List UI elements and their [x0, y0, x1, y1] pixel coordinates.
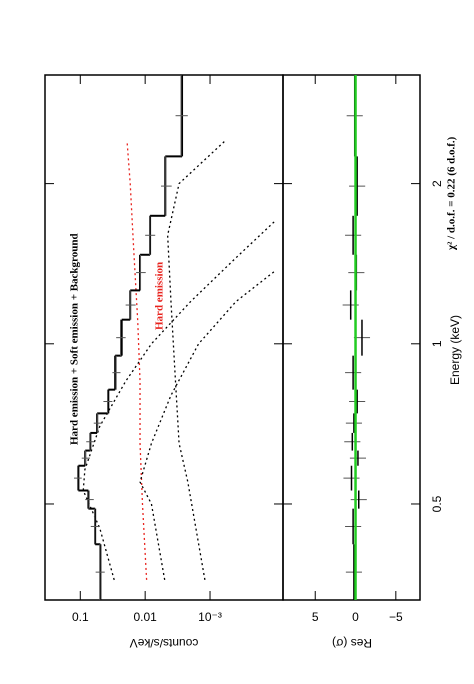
- y-tick-label: 10⁻³: [198, 610, 222, 624]
- annotation: Hard emission: [154, 262, 166, 330]
- annotation: Hard emission + Soft emission + Backgrou…: [69, 233, 81, 445]
- x-axis-label: Energy (keV): [448, 315, 462, 385]
- model-component: [126, 141, 148, 580]
- y-tick-label: 0.1: [72, 610, 89, 624]
- y-axis-label: counts/s/keV: [130, 636, 199, 650]
- y-tick-label: −5: [389, 610, 403, 624]
- panel-frame: [44, 74, 284, 601]
- y-tick-label: 0: [352, 610, 359, 624]
- panel-frame: [282, 74, 421, 601]
- model-component: [167, 141, 225, 581]
- y-tick-label: 0.01: [133, 610, 157, 624]
- x-tick-label: 2: [430, 180, 444, 187]
- x-tick-label: 1: [430, 340, 444, 347]
- y-axis-label: Res (σ): [332, 636, 372, 650]
- fit-statistic: χ² / d.o.f. = 0.22 (6 d.o.f.): [446, 136, 458, 251]
- x-tick-label: 0.5: [430, 495, 444, 512]
- plot-area: 0.5 1 2 0.1 0.01 10⁻³ 5 0 −5 counts/s/keV Res (σ) E…: [44, 74, 462, 650]
- model-component: [82, 220, 276, 581]
- y-tick-label: 5: [312, 610, 319, 624]
- model-component: [139, 270, 276, 581]
